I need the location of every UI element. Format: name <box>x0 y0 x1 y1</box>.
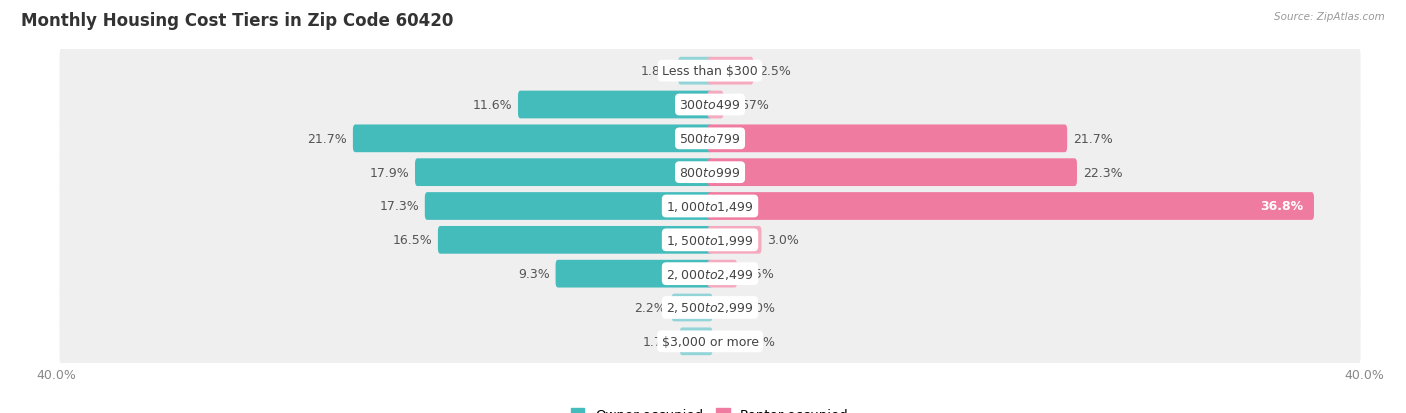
Text: 22.3%: 22.3% <box>1083 166 1122 179</box>
Text: $800 to $999: $800 to $999 <box>679 166 741 179</box>
FancyBboxPatch shape <box>437 226 713 254</box>
FancyBboxPatch shape <box>415 159 713 187</box>
FancyBboxPatch shape <box>59 182 1361 231</box>
Text: 3.0%: 3.0% <box>768 234 799 247</box>
Text: Source: ZipAtlas.com: Source: ZipAtlas.com <box>1274 12 1385 22</box>
Text: 0.0%: 0.0% <box>742 335 775 348</box>
Text: 36.8%: 36.8% <box>1260 200 1303 213</box>
Text: 2.5%: 2.5% <box>759 65 792 78</box>
Text: 11.6%: 11.6% <box>472 99 512 112</box>
FancyBboxPatch shape <box>59 215 1361 265</box>
FancyBboxPatch shape <box>59 283 1361 333</box>
Text: 17.3%: 17.3% <box>380 200 419 213</box>
Text: 1.8%: 1.8% <box>641 65 672 78</box>
Text: $2,500 to $2,999: $2,500 to $2,999 <box>666 301 754 315</box>
FancyBboxPatch shape <box>59 114 1361 164</box>
FancyBboxPatch shape <box>555 260 713 288</box>
Text: 21.7%: 21.7% <box>1073 133 1112 145</box>
Text: 16.5%: 16.5% <box>392 234 432 247</box>
FancyBboxPatch shape <box>59 316 1361 366</box>
Text: 1.5%: 1.5% <box>742 268 775 280</box>
Text: $500 to $799: $500 to $799 <box>679 133 741 145</box>
Text: 0.0%: 0.0% <box>742 301 775 314</box>
Text: 21.7%: 21.7% <box>308 133 347 145</box>
FancyBboxPatch shape <box>59 47 1361 97</box>
FancyBboxPatch shape <box>707 58 754 85</box>
FancyBboxPatch shape <box>679 328 713 355</box>
FancyBboxPatch shape <box>707 226 762 254</box>
FancyBboxPatch shape <box>353 125 713 153</box>
FancyBboxPatch shape <box>707 192 1315 221</box>
Text: Less than $300: Less than $300 <box>662 65 758 78</box>
Text: $300 to $499: $300 to $499 <box>679 99 741 112</box>
Text: $3,000 or more: $3,000 or more <box>662 335 758 348</box>
FancyBboxPatch shape <box>707 125 1067 153</box>
Text: $1,500 to $1,999: $1,500 to $1,999 <box>666 233 754 247</box>
FancyBboxPatch shape <box>707 159 1077 187</box>
FancyBboxPatch shape <box>59 249 1361 299</box>
Text: 1.7%: 1.7% <box>643 335 673 348</box>
Text: $1,000 to $1,499: $1,000 to $1,499 <box>666 199 754 214</box>
Text: Monthly Housing Cost Tiers in Zip Code 60420: Monthly Housing Cost Tiers in Zip Code 6… <box>21 12 454 30</box>
FancyBboxPatch shape <box>59 80 1361 130</box>
Text: 17.9%: 17.9% <box>370 166 409 179</box>
FancyBboxPatch shape <box>59 148 1361 198</box>
Text: 9.3%: 9.3% <box>517 268 550 280</box>
Legend: Owner-occupied, Renter-occupied: Owner-occupied, Renter-occupied <box>567 402 853 413</box>
Text: 2.2%: 2.2% <box>634 301 666 314</box>
FancyBboxPatch shape <box>425 192 713 221</box>
Text: $2,000 to $2,499: $2,000 to $2,499 <box>666 267 754 281</box>
FancyBboxPatch shape <box>707 91 724 119</box>
FancyBboxPatch shape <box>517 91 713 119</box>
FancyBboxPatch shape <box>678 58 713 85</box>
Text: 0.67%: 0.67% <box>730 99 769 112</box>
FancyBboxPatch shape <box>672 294 713 322</box>
FancyBboxPatch shape <box>707 260 737 288</box>
